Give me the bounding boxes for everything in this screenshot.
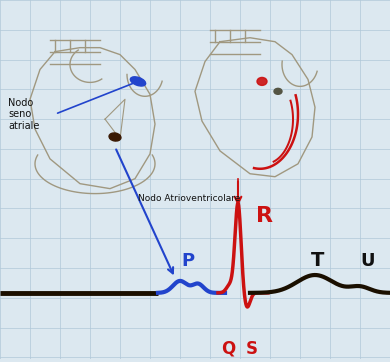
Text: T: T <box>311 251 325 270</box>
Text: Nodo Atrioventricolare: Nodo Atrioventricolare <box>138 194 240 203</box>
Ellipse shape <box>257 77 267 85</box>
Text: R: R <box>257 206 273 226</box>
Text: S: S <box>246 340 258 358</box>
Text: Nodo
seno
atriale: Nodo seno atriale <box>8 98 39 131</box>
Text: U: U <box>361 252 375 270</box>
Ellipse shape <box>130 77 145 86</box>
Text: P: P <box>181 252 195 270</box>
Text: Q: Q <box>221 340 235 358</box>
Ellipse shape <box>274 88 282 94</box>
Ellipse shape <box>109 133 121 141</box>
